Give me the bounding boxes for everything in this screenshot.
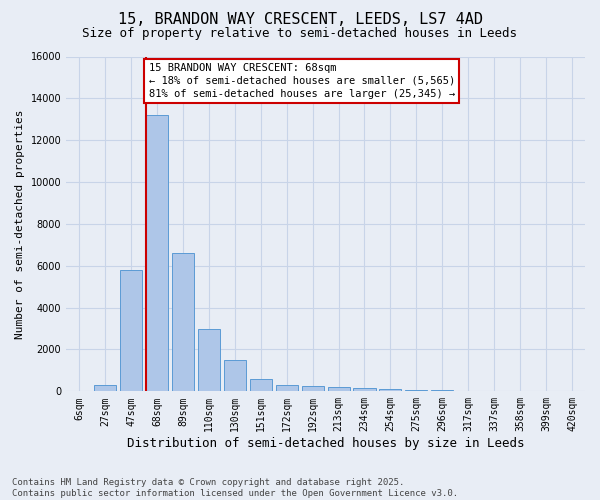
Bar bbox=[224, 360, 246, 392]
Bar bbox=[275, 385, 298, 392]
Bar bbox=[250, 379, 272, 392]
Bar bbox=[431, 390, 454, 392]
Bar bbox=[94, 385, 116, 392]
Bar bbox=[302, 386, 323, 392]
Text: 15, BRANDON WAY CRESCENT, LEEDS, LS7 4AD: 15, BRANDON WAY CRESCENT, LEEDS, LS7 4AD bbox=[118, 12, 482, 28]
Bar bbox=[146, 115, 168, 392]
Text: Contains HM Land Registry data © Crown copyright and database right 2025.
Contai: Contains HM Land Registry data © Crown c… bbox=[12, 478, 458, 498]
Text: 15 BRANDON WAY CRESCENT: 68sqm
← 18% of semi-detached houses are smaller (5,565): 15 BRANDON WAY CRESCENT: 68sqm ← 18% of … bbox=[149, 63, 455, 99]
Bar bbox=[328, 387, 350, 392]
Bar bbox=[353, 388, 376, 392]
X-axis label: Distribution of semi-detached houses by size in Leeds: Distribution of semi-detached houses by … bbox=[127, 437, 524, 450]
Text: Size of property relative to semi-detached houses in Leeds: Size of property relative to semi-detach… bbox=[83, 28, 517, 40]
Bar bbox=[198, 328, 220, 392]
Y-axis label: Number of semi-detached properties: Number of semi-detached properties bbox=[15, 109, 25, 338]
Bar bbox=[172, 253, 194, 392]
Bar bbox=[379, 389, 401, 392]
Bar bbox=[457, 390, 479, 392]
Bar bbox=[120, 270, 142, 392]
Bar bbox=[406, 390, 427, 392]
